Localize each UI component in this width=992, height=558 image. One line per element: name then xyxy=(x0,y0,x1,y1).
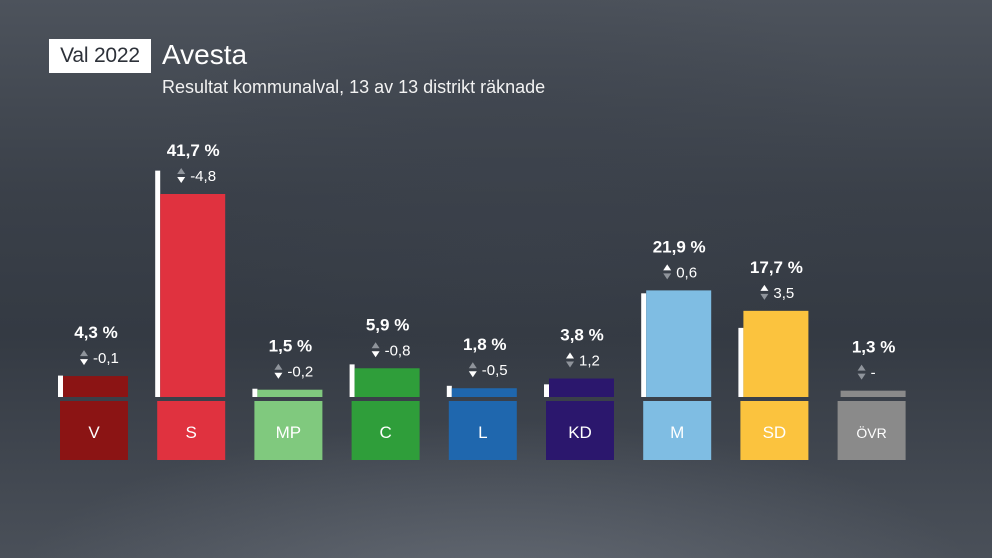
bar-c xyxy=(355,368,420,397)
party-label-m: M xyxy=(670,423,684,442)
bar-mp xyxy=(257,390,322,397)
previous-result-marker-mp xyxy=(252,389,257,397)
previous-result-marker-kd xyxy=(544,384,549,397)
change-label-vr: - xyxy=(871,365,876,382)
party-label-v: V xyxy=(88,423,100,442)
previous-result-marker-v xyxy=(58,376,63,397)
change-label-mp: -0,2 xyxy=(287,364,313,381)
change-up-arrow-icon xyxy=(469,362,477,368)
bar-kd xyxy=(549,379,614,397)
change-label-c: -0,8 xyxy=(385,342,411,359)
value-label-kd: 3,8 % xyxy=(560,326,603,345)
change-down-arrow-icon xyxy=(274,373,282,379)
bar-v xyxy=(63,376,128,397)
bar-vr xyxy=(841,391,906,397)
party-label-mp: MP xyxy=(276,423,302,442)
previous-result-marker-sd xyxy=(738,328,743,397)
change-label-sd: 3,5 xyxy=(773,285,794,302)
change-up-arrow-icon xyxy=(858,365,866,371)
previous-result-marker-s xyxy=(155,171,160,397)
bar-sd xyxy=(743,311,808,397)
party-label-s: S xyxy=(186,423,197,442)
change-label-v: -0,1 xyxy=(93,350,119,367)
change-down-arrow-icon xyxy=(80,359,88,365)
change-down-arrow-icon xyxy=(566,362,574,368)
party-results-bar-chart: V4,3 %-0,1S41,7 %-4,8MP1,5 %-0,2C5,9 %-0… xyxy=(0,0,992,558)
change-up-arrow-icon xyxy=(566,353,574,359)
change-label-kd: 1,2 xyxy=(579,353,600,370)
party-label-c: C xyxy=(379,423,391,442)
change-down-arrow-icon xyxy=(663,273,671,279)
value-label-m: 21,9 % xyxy=(653,237,706,256)
change-down-arrow-icon xyxy=(177,177,185,183)
bar-m xyxy=(646,290,711,397)
value-label-l: 1,8 % xyxy=(463,335,506,354)
change-up-arrow-icon xyxy=(760,285,768,291)
change-up-arrow-icon xyxy=(177,168,185,174)
value-label-vr: 1,3 % xyxy=(852,338,895,357)
change-up-arrow-icon xyxy=(663,264,671,270)
party-label-sd: SD xyxy=(763,423,787,442)
change-label-m: 0,6 xyxy=(676,264,697,281)
change-up-arrow-icon xyxy=(372,342,380,348)
change-down-arrow-icon xyxy=(469,371,477,377)
change-down-arrow-icon xyxy=(760,294,768,300)
change-down-arrow-icon xyxy=(858,374,866,380)
bar-s xyxy=(160,194,225,397)
previous-result-marker-l xyxy=(447,386,452,397)
change-up-arrow-icon xyxy=(80,350,88,356)
value-label-s: 41,7 % xyxy=(167,141,220,160)
change-label-l: -0,5 xyxy=(482,362,508,379)
change-up-arrow-icon xyxy=(274,364,282,370)
party-label-kd: KD xyxy=(568,423,592,442)
value-label-sd: 17,7 % xyxy=(750,258,803,277)
bar-l xyxy=(452,388,517,397)
previous-result-marker-c xyxy=(350,364,355,397)
previous-result-marker-m xyxy=(641,293,646,397)
party-label-l: L xyxy=(478,423,487,442)
change-down-arrow-icon xyxy=(372,351,380,357)
value-label-mp: 1,5 % xyxy=(269,337,312,356)
value-label-v: 4,3 % xyxy=(74,323,117,342)
change-label-s: -4,8 xyxy=(190,168,216,185)
value-label-c: 5,9 % xyxy=(366,315,409,334)
party-label-vr: ÖVR xyxy=(856,424,886,441)
